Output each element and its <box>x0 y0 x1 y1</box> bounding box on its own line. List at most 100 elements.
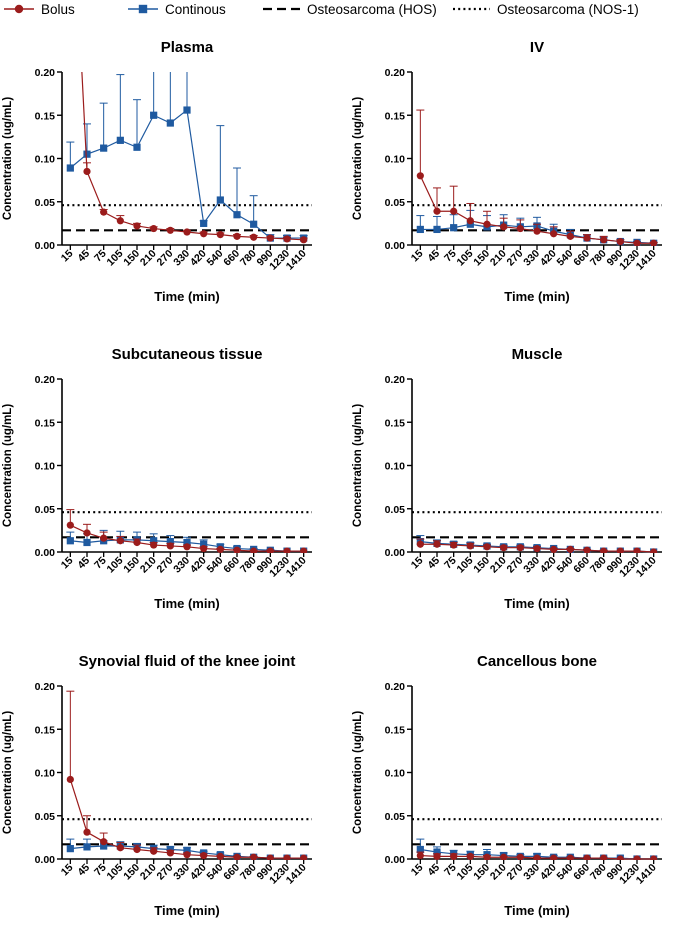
data-point <box>583 546 591 553</box>
chart-title: Synovial fluid of the knee joint <box>79 653 296 670</box>
data-point <box>500 544 508 552</box>
y-tick-label: 0.00 <box>385 547 406 559</box>
data-point <box>483 220 491 228</box>
y-tick-label: 0.00 <box>35 240 56 252</box>
data-point <box>550 230 558 238</box>
data-point <box>450 224 458 232</box>
data-point <box>533 544 541 553</box>
series-bolus <box>416 109 658 246</box>
data-point <box>466 852 474 860</box>
x-axis-label: Time (min) <box>154 596 220 611</box>
chart-panel: IV 0.00 0.05 0.10 0.15 0.20 Concentration (ug/… <box>352 39 662 304</box>
data-point <box>416 851 424 860</box>
y-axis-label: Concentration (ug/mL) <box>2 711 14 834</box>
data-point <box>133 538 141 547</box>
data-point <box>200 851 208 860</box>
y-tick-label: 0.10 <box>35 461 56 473</box>
data-point <box>566 854 574 860</box>
data-point <box>600 236 608 244</box>
data-point <box>250 547 258 553</box>
legend-label: Continous <box>165 2 226 17</box>
data-point <box>650 239 658 246</box>
series-bolus <box>416 538 658 553</box>
data-point <box>650 548 658 553</box>
data-point <box>583 854 591 860</box>
series-bolus <box>66 690 308 860</box>
data-point <box>300 236 308 244</box>
data-point <box>500 223 508 231</box>
x-tick-label: 15 <box>409 862 426 879</box>
y-tick-label: 0.10 <box>385 154 406 166</box>
y-tick-label: 0.15 <box>35 110 56 122</box>
y-tick-label: 0.05 <box>385 811 406 823</box>
x-tick-label: 45 <box>75 555 92 572</box>
x-axis-label: Time (min) <box>504 903 570 918</box>
data-point <box>66 845 74 853</box>
x-tick-label: 1410 <box>284 248 309 273</box>
y-axis-label: Concentration (ug/mL) <box>352 711 364 834</box>
x-tick-label: 15 <box>59 862 76 879</box>
legend-item: Osteosarcoma (NOS-1) <box>453 2 639 17</box>
data-point <box>216 852 224 860</box>
data-point <box>633 547 641 553</box>
y-tick-label: 0.20 <box>385 374 406 386</box>
y-tick-label: 0.05 <box>385 197 406 209</box>
y-tick-label: 0.20 <box>385 67 406 79</box>
data-point <box>150 847 158 855</box>
data-point <box>416 225 424 234</box>
data-point <box>133 222 141 230</box>
y-tick-label: 0.15 <box>35 724 56 736</box>
y-tick-label: 0.05 <box>35 197 56 209</box>
x-axis-label: Time (min) <box>504 289 570 304</box>
chart-title: Plasma <box>161 39 214 56</box>
data-point <box>66 164 74 172</box>
data-point <box>300 547 308 553</box>
x-tick-label: 45 <box>425 862 442 879</box>
y-tick-label: 0.00 <box>35 854 56 866</box>
data-point <box>600 547 608 553</box>
data-point <box>516 853 524 860</box>
series-bolus <box>66 509 308 553</box>
data-point <box>516 544 524 552</box>
data-point <box>233 232 241 240</box>
legend-item: Bolus <box>4 2 75 17</box>
data-point <box>566 545 574 553</box>
y-tick-label: 0.15 <box>35 417 56 429</box>
series-bolus <box>81 72 308 244</box>
legend-label: Osteosarcoma (NOS-1) <box>497 2 639 17</box>
data-point <box>166 119 174 127</box>
chart-panel: Synovial fluid of the knee joint 0.00 0.05… <box>2 653 312 918</box>
y-axis-label: Concentration (ug/mL) <box>2 404 14 527</box>
charts: Plasma 0.00 0.05 0.10 0.15 0.20 Concentration … <box>2 39 662 918</box>
data-point <box>450 541 458 549</box>
data-point <box>183 851 191 859</box>
data-point <box>216 196 224 204</box>
y-tick-label: 0.05 <box>385 504 406 516</box>
x-tick-label: 15 <box>409 555 426 572</box>
data-point <box>200 230 208 238</box>
y-tick-label: 0.00 <box>385 240 406 252</box>
x-tick-label: 45 <box>75 248 92 265</box>
y-tick-label: 0.15 <box>385 110 406 122</box>
data-point <box>83 150 91 158</box>
data-point <box>250 220 258 228</box>
x-tick-label: 15 <box>409 248 426 265</box>
data-point <box>116 844 124 852</box>
x-axis-label: Time (min) <box>154 903 220 918</box>
data-point <box>616 855 624 860</box>
legend-marker-circle <box>14 4 24 14</box>
legend: Bolus Continous Osteosarcoma (HOS) Osteosar… <box>4 2 639 17</box>
data-point <box>283 547 291 553</box>
data-point <box>183 228 191 236</box>
data-point <box>233 211 241 219</box>
x-tick-label: 45 <box>425 248 442 265</box>
data-point <box>650 855 658 860</box>
data-point <box>100 144 108 152</box>
y-axis-label: Concentration (ug/mL) <box>2 97 14 220</box>
chart-title: Cancellous bone <box>477 653 597 670</box>
y-tick-label: 0.00 <box>385 854 406 866</box>
data-point <box>116 217 124 225</box>
data-point <box>216 231 224 239</box>
data-point <box>433 540 441 548</box>
data-point <box>266 547 274 553</box>
